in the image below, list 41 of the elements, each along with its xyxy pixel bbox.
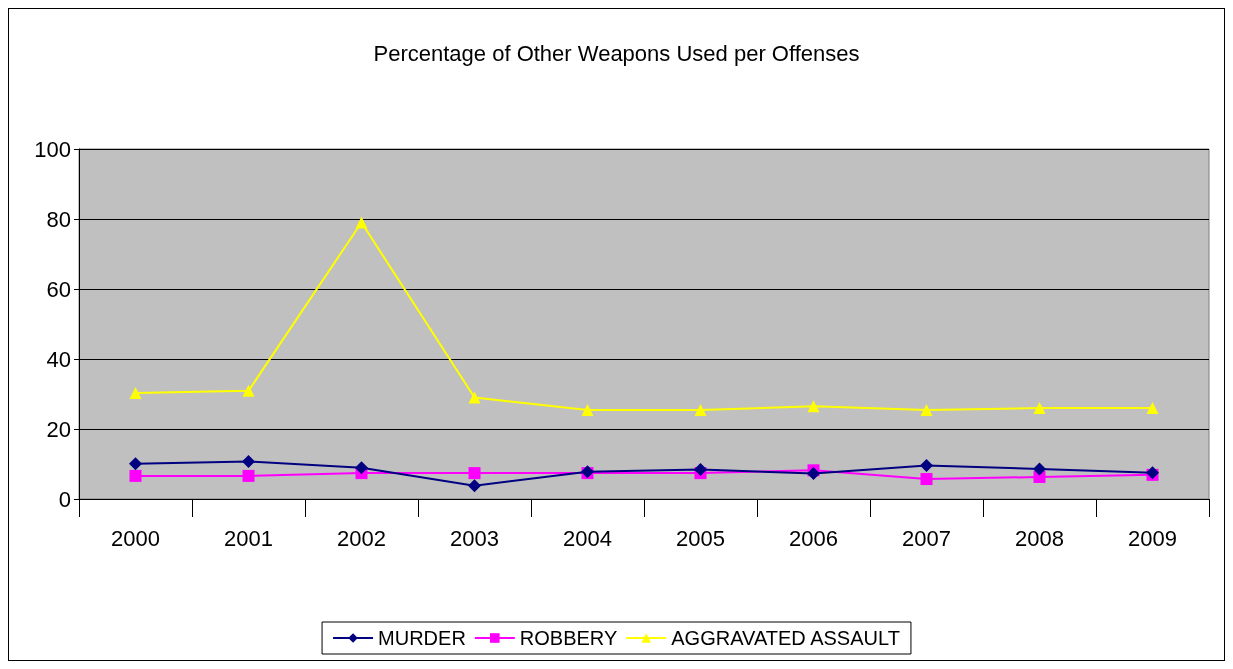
point [920, 473, 933, 486]
point [355, 461, 368, 475]
point [242, 469, 255, 482]
x-tick-label: 2000 [111, 525, 160, 551]
point [581, 404, 594, 417]
point [468, 467, 481, 480]
point [807, 400, 820, 413]
point [694, 463, 707, 477]
y-tick-label: 60 [46, 276, 71, 302]
x-tick-label: 2008 [1015, 525, 1064, 551]
point [694, 404, 707, 417]
point [1033, 462, 1046, 476]
x-tick-label: 2001 [224, 525, 273, 551]
x-tick-label: 2006 [789, 525, 838, 551]
legend-label: MURDER [378, 627, 466, 649]
x-tick-label: 2005 [676, 525, 725, 551]
legend-label: ROBBERY [519, 627, 618, 649]
x-tick-label: 2002 [337, 525, 386, 551]
x-tick-label: 2009 [1128, 525, 1177, 551]
y-tick-label: 40 [46, 346, 71, 372]
x-tick-label: 2007 [902, 525, 951, 551]
chart-title: Percentage of Other Weapons Used per Offenses [373, 40, 860, 66]
y-tick-label: 20 [46, 416, 71, 442]
point [129, 386, 142, 399]
point [920, 458, 933, 472]
point [242, 384, 255, 397]
x-tick-label: 2003 [450, 525, 499, 551]
y-tick-label: 100 [34, 136, 71, 162]
point [355, 216, 368, 229]
point [468, 479, 481, 493]
point [920, 404, 933, 417]
point [1033, 402, 1046, 414]
point [242, 455, 255, 469]
y-tick-label: 80 [46, 206, 71, 232]
point [468, 391, 481, 404]
point [129, 469, 142, 482]
legend-label: AGGRAVATED ASSAULT [671, 627, 900, 649]
y-tick-label: 0 [58, 486, 71, 512]
point [1146, 402, 1159, 414]
x-tick-label: 2004 [563, 525, 612, 551]
point [129, 457, 142, 471]
